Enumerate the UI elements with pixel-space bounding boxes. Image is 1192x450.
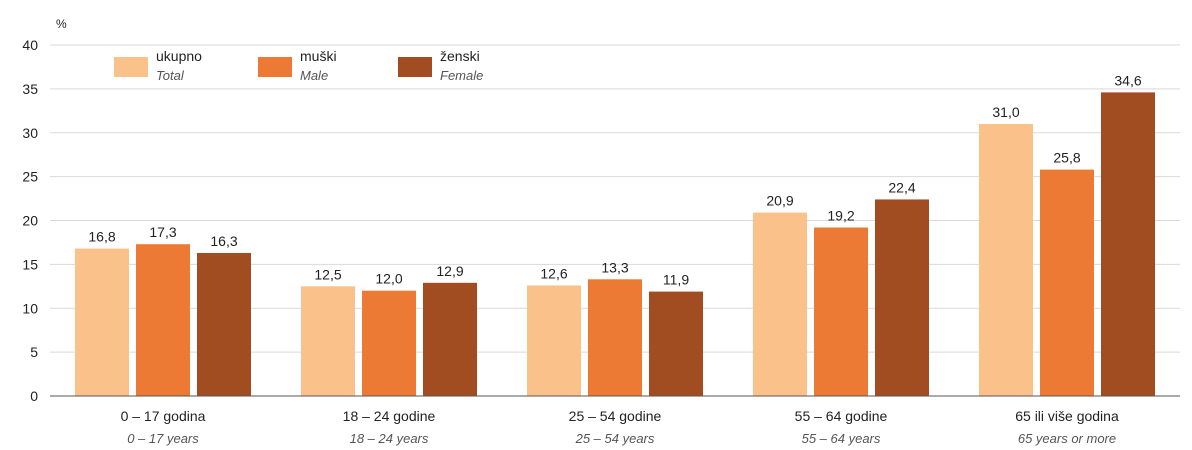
bar-value-label: 25,8 — [1053, 150, 1080, 166]
bar-value-label: 13,3 — [601, 259, 628, 275]
bar — [136, 244, 190, 396]
x-tick-sublabel: 18 – 24 years — [350, 431, 429, 446]
bar-value-label: 16,8 — [88, 229, 115, 245]
x-tick-label: 18 – 24 godine — [343, 408, 436, 424]
bar-value-label: 17,3 — [149, 224, 176, 240]
y-tick-label: 10 — [22, 300, 38, 316]
bars: 16,8 17,3 16,3 12,5 12,0 12,9 12,6 13,3 11,9 20,9… — [75, 72, 1155, 396]
bar-value-label: 31,0 — [992, 104, 1019, 120]
y-tick-label: 35 — [22, 81, 38, 97]
y-tick-label: 25 — [22, 169, 38, 185]
bar-value-label: 20,9 — [766, 193, 793, 209]
y-tick-label: 40 — [22, 37, 38, 53]
bar — [588, 279, 642, 396]
y-tick-label: 5 — [30, 344, 38, 360]
x-tick-label: 0 – 17 godina — [121, 408, 206, 424]
y-tick-label: 20 — [22, 213, 38, 229]
bar — [75, 248, 129, 396]
y-tick-label: 0 — [30, 388, 38, 404]
legend-sublabel: Total — [156, 68, 185, 83]
legend: ukupno Total muški Male ženski Female — [114, 48, 483, 83]
y-tick-label: 30 — [22, 125, 38, 141]
bar-value-label: 16,3 — [210, 233, 237, 249]
bar-value-label: 34,6 — [1114, 72, 1141, 88]
bar-value-label: 22,4 — [888, 179, 915, 195]
bar — [1040, 169, 1094, 396]
bar — [362, 290, 416, 396]
y-axis-ticks: 0 5 10 15 20 25 30 35 40 — [22, 37, 38, 404]
bar — [753, 212, 807, 396]
legend-sublabel: Female — [440, 68, 483, 83]
x-tick-label: 55 – 64 godine — [795, 408, 888, 424]
legend-label: muški — [300, 48, 337, 64]
bar — [301, 286, 355, 396]
x-tick-sublabel: 55 – 64 years — [802, 431, 881, 446]
x-tick-sublabel: 65 years or more — [1018, 431, 1116, 446]
y-axis-unit-label: % — [56, 17, 67, 31]
bar — [814, 227, 868, 396]
bar — [649, 291, 703, 396]
bar — [1101, 92, 1155, 396]
bar-value-label: 11,9 — [663, 272, 689, 288]
x-tick-label: 25 – 54 godine — [569, 408, 662, 424]
legend-swatch — [258, 57, 292, 77]
legend-label: ženski — [440, 48, 480, 64]
legend-swatch — [398, 57, 432, 77]
x-tick-sublabel: 25 – 54 years — [575, 431, 655, 446]
legend-swatch — [114, 57, 148, 77]
x-tick-sublabel: 0 – 17 years — [127, 431, 199, 446]
x-axis-labels: 0 – 17 godina 0 – 17 years 18 – 24 godine 1… — [121, 408, 1119, 446]
x-tick-label: 65 ili više godina — [1015, 408, 1119, 424]
bar — [875, 199, 929, 396]
legend-label: ukupno — [156, 48, 202, 64]
bar-value-label: 12,9 — [436, 263, 463, 279]
bar — [527, 285, 581, 396]
bar — [979, 123, 1033, 396]
bar-value-label: 12,6 — [540, 265, 567, 281]
bar-value-label: 12,5 — [314, 266, 341, 282]
bar — [423, 282, 477, 396]
bar — [197, 252, 251, 396]
bar-value-label: 12,0 — [375, 271, 402, 287]
y-tick-label: 15 — [22, 256, 38, 272]
bar-value-label: 19,2 — [827, 208, 854, 224]
legend-sublabel: Male — [300, 68, 328, 83]
